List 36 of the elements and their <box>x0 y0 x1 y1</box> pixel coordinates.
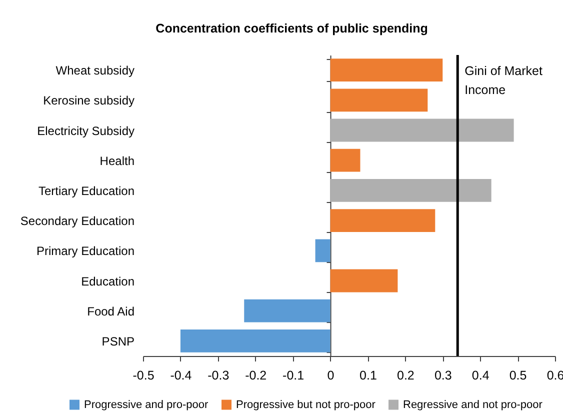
legend-label: Regressive and not pro-poor <box>403 398 543 411</box>
legend-label: Progressive but not pro-poor <box>236 398 376 411</box>
x-tick-label: -0.3 <box>208 368 230 382</box>
chart-title: Concentration coefficients of public spending <box>156 22 428 36</box>
y-tick-label: Primary Education <box>36 244 134 258</box>
x-tick-label: -0.5 <box>132 368 154 382</box>
bar <box>315 239 330 262</box>
y-tick-label: Wheat subsidy <box>56 64 134 78</box>
bar <box>330 269 398 292</box>
y-tick-label: PSNP <box>102 334 134 348</box>
y-tick-label: Secondary Education <box>20 214 134 228</box>
x-tick-label: -0.4 <box>170 368 192 382</box>
bar <box>330 118 514 142</box>
y-tick-label: Kerosine subsidy <box>43 94 134 108</box>
x-tick-label: 0.3 <box>434 368 452 382</box>
x-tick-label: -0.2 <box>245 368 267 382</box>
y-tick-label: Health <box>100 154 134 168</box>
y-tick-label: Electricity Subsidy <box>37 124 134 138</box>
bar <box>180 330 330 352</box>
y-tick-label: Tertiary Education <box>38 184 134 198</box>
x-tick-label: 0.5 <box>509 368 527 382</box>
y-tick-label: Education <box>81 274 134 288</box>
bar <box>330 58 443 82</box>
legend-label: Progressive and pro-poor <box>84 398 208 411</box>
bar <box>330 148 360 172</box>
x-tick-label: 0 <box>327 368 334 382</box>
bar <box>244 299 330 322</box>
bar <box>330 88 428 112</box>
x-tick-label: 0.1 <box>360 368 377 382</box>
bar <box>330 179 492 202</box>
x-tick-label: 0.2 <box>396 368 414 382</box>
ref-line-label: Gini of Market Income <box>464 64 543 97</box>
y-tick-label: Food Aid <box>87 304 134 318</box>
x-tick-label: -0.1 <box>282 368 304 382</box>
x-tick-label: 0.4 <box>472 368 490 382</box>
bar <box>330 209 436 232</box>
